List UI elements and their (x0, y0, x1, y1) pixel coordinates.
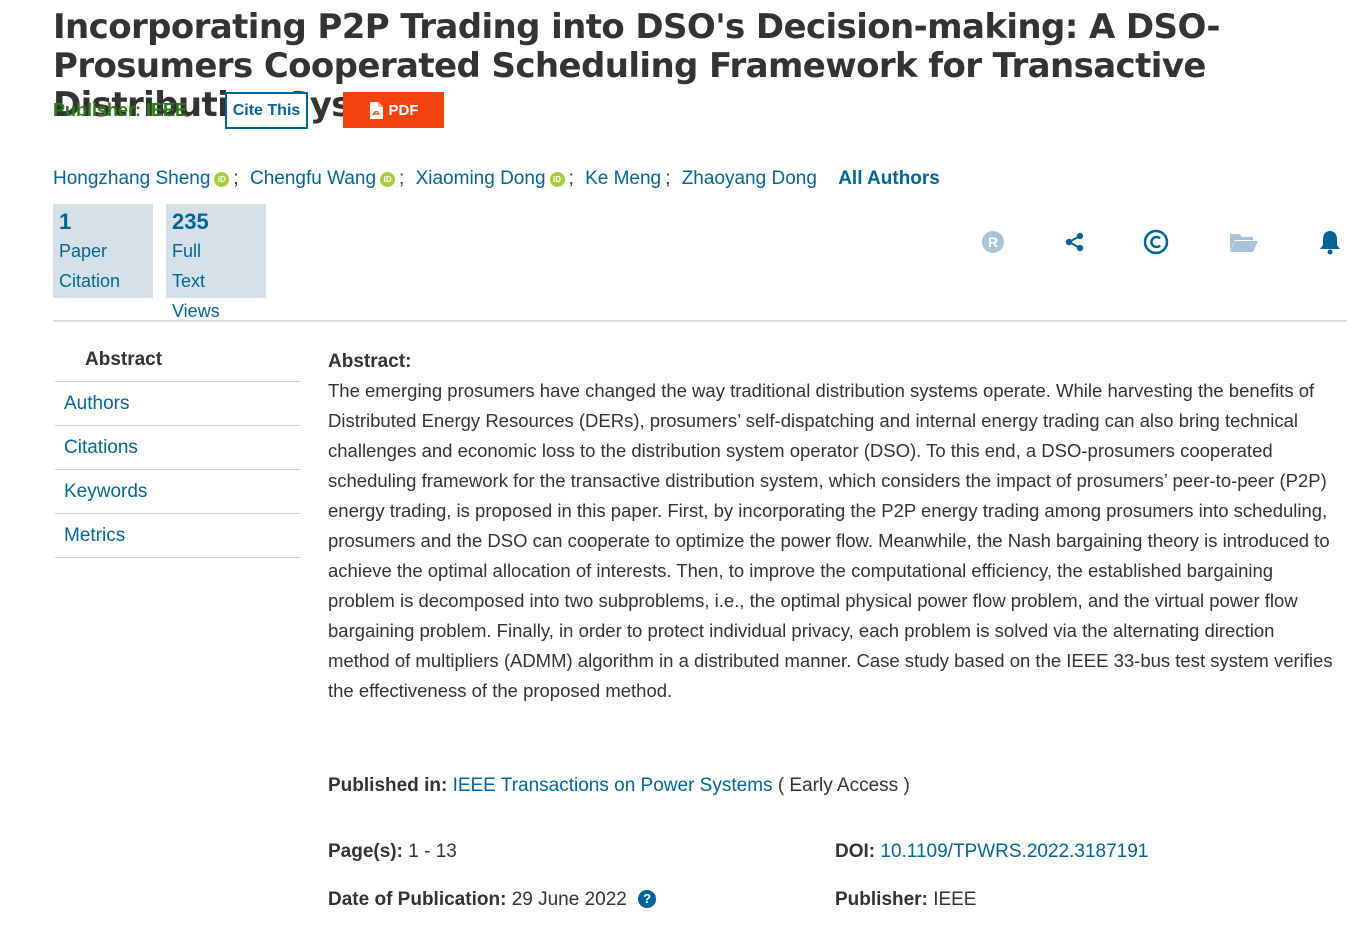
metric-value: 1 (59, 209, 72, 234)
folder-icon[interactable] (1229, 229, 1259, 255)
all-authors-link[interactable]: All Authors (838, 168, 940, 189)
publisher-value: IEEE (146, 100, 188, 120)
orcid-icon[interactable]: iD (549, 172, 565, 187)
published-in: Published in: IEEE Transactions on Power… (328, 775, 910, 797)
author-link[interactable]: Xiaoming Dong (415, 168, 546, 189)
nav-item-metrics[interactable]: Metrics (55, 514, 300, 558)
page-title: Incorporating P2P Trading into DSO's Dec… (53, 7, 1220, 125)
date-label: Date of Publication: (328, 889, 507, 910)
date-value: 29 June 2022 (511, 889, 627, 910)
publication-date-info: Date of Publication: 29 June 2022 ? (328, 889, 657, 911)
nav-item-keywords[interactable]: Keywords (55, 470, 300, 514)
publisher-label: Publisher: (53, 100, 142, 120)
header-divider (53, 320, 1347, 322)
pdf-button[interactable]: PDF (343, 92, 444, 128)
help-icon[interactable]: ? (638, 890, 657, 908)
metric-label: Citation (59, 271, 121, 291)
publisher-detail-label: Publisher: (835, 889, 928, 910)
doi-info: DOI: 10.1109/TPWRS.2022.3187191 (835, 841, 1148, 863)
copyright-icon[interactable] (1143, 229, 1169, 255)
author-separator: ; (665, 168, 671, 189)
author-separator: ; (399, 168, 405, 189)
section-nav: Abstract Authors Citations Keywords Metr… (55, 338, 300, 558)
author-link[interactable]: Zhaoyang Dong (681, 168, 817, 189)
author-separator: ; (233, 168, 239, 189)
orcid-icon[interactable]: iD (214, 172, 230, 187)
metric-label: Full (172, 241, 202, 261)
pages-value: 1 - 13 (408, 841, 457, 862)
cite-this-button[interactable]: Cite This (225, 92, 308, 129)
metric-label: Views (172, 301, 220, 321)
author-link[interactable]: Chengfu Wang (249, 168, 377, 189)
access-status: ( Early Access ) (777, 775, 910, 796)
paper-citation-metric[interactable]: 1 Paper Citation (53, 204, 153, 298)
publisher-line: Publisher: IEEE (53, 100, 187, 121)
abstract-text: The emerging prosumers have changed the … (328, 380, 1333, 701)
nav-item-abstract[interactable]: Abstract (55, 338, 300, 382)
author-link[interactable]: Ke Meng (585, 168, 662, 189)
author-link[interactable]: Hongzhang Sheng (53, 168, 211, 189)
full-text-views-metric[interactable]: 235 Full Text Views (166, 204, 266, 321)
doi-label: DOI: (835, 841, 876, 862)
bell-icon[interactable] (1317, 229, 1343, 255)
author-list: Hongzhang Sheng iD; Chengfu Wang iD; Xiaom… (53, 168, 940, 190)
orcid-icon[interactable]: iD (380, 172, 396, 187)
pages-info: Page(s): 1 - 13 (328, 841, 457, 863)
rights-icon[interactable]: R (980, 229, 1006, 255)
abstract-heading: Abstract: (328, 351, 412, 372)
publisher-detail-value: IEEE (933, 889, 977, 910)
share-icon[interactable] (1062, 229, 1088, 255)
journal-link[interactable]: IEEE Transactions on Power Systems (452, 775, 773, 796)
pdf-file-icon (369, 101, 383, 119)
pdf-label: PDF (388, 101, 419, 119)
author-separator: ; (568, 168, 574, 189)
metric-label: Text (172, 271, 206, 291)
pages-label: Page(s): (328, 841, 403, 862)
doi-link[interactable]: 10.1109/TPWRS.2022.3187191 (880, 841, 1149, 862)
nav-item-citations[interactable]: Citations (55, 426, 300, 470)
metric-label: Paper (59, 241, 108, 261)
metric-value: 235 (172, 209, 209, 234)
abstract-section: Abstract: The emerging prosumers have ch… (328, 348, 1338, 706)
nav-item-authors[interactable]: Authors (55, 382, 300, 426)
publisher-info: Publisher: IEEE (835, 889, 977, 911)
published-in-label: Published in: (328, 775, 448, 796)
svg-text:R: R (988, 234, 998, 250)
